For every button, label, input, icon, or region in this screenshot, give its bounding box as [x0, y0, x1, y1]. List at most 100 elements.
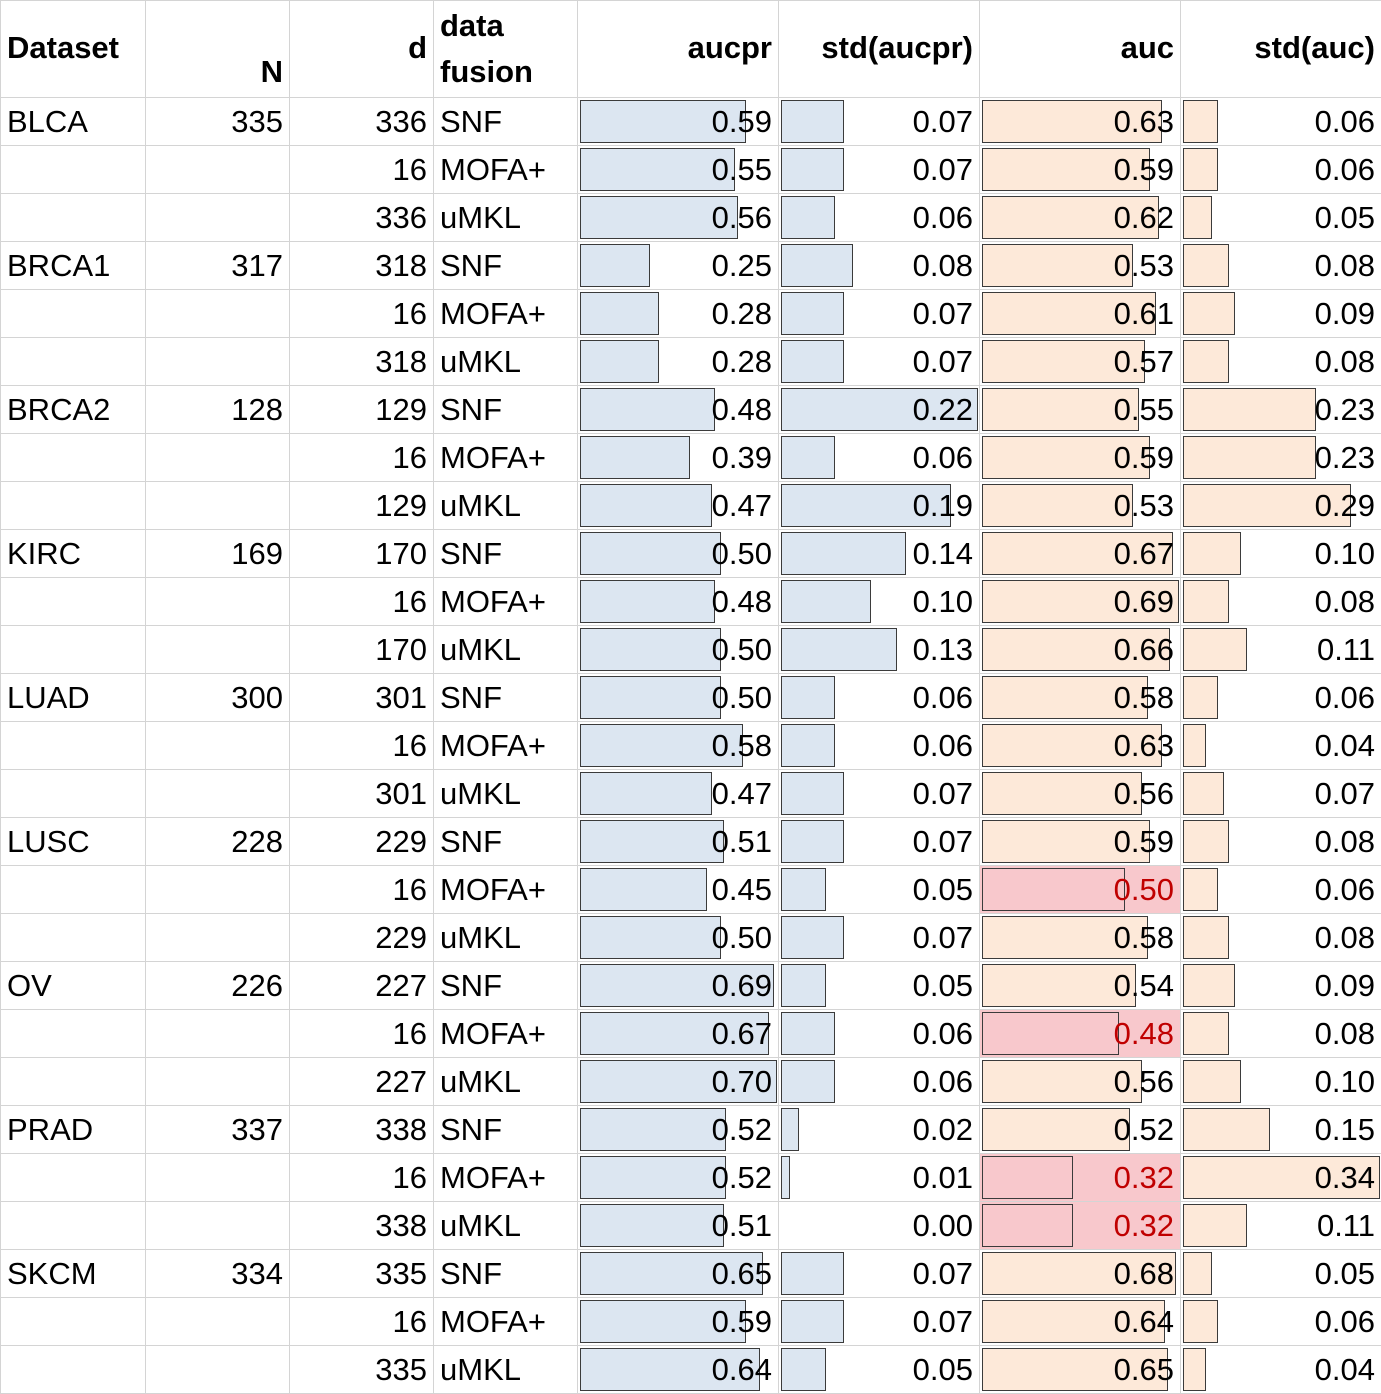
cell-data-fusion: SNF [434, 1106, 578, 1154]
aucpr-value: 0.59 [712, 1304, 772, 1339]
std-auc-data-bar [1183, 676, 1218, 719]
std-aucpr-value: 0.10 [913, 584, 973, 619]
cell-dataset: LUAD [1, 674, 146, 722]
aucpr-value: 0.48 [712, 392, 772, 427]
cell-data-fusion: MOFA+ [434, 578, 578, 626]
cell-n [146, 626, 290, 674]
cell-d: 336 [290, 98, 434, 146]
std-aucpr-value: 0.07 [913, 296, 973, 331]
cell-data-fusion: MOFA+ [434, 1298, 578, 1346]
cell-auc: 0.59 [980, 146, 1181, 194]
std-aucpr-data-bar [781, 244, 853, 287]
std-auc-value: 0.05 [1315, 200, 1375, 235]
cell-aucpr: 0.56 [578, 194, 779, 242]
cell-auc: 0.55 [980, 386, 1181, 434]
std-auc-data-bar [1183, 1252, 1212, 1295]
std-aucpr-value: 0.05 [913, 872, 973, 907]
cell-n [146, 146, 290, 194]
cell-n [146, 1298, 290, 1346]
std-auc-value: 0.08 [1315, 1016, 1375, 1051]
cell-aucpr: 0.45 [578, 866, 779, 914]
std-aucpr-value: 0.05 [913, 1352, 973, 1387]
std-aucpr-value: 0.07 [913, 1304, 973, 1339]
cell-n: 226 [146, 962, 290, 1010]
std-auc-value: 0.23 [1315, 440, 1375, 475]
cell-n [146, 770, 290, 818]
std-aucpr-data-bar [781, 724, 835, 767]
cell-data-fusion: SNF [434, 818, 578, 866]
cell-std-aucpr: 0.07 [779, 818, 980, 866]
cell-auc: 0.59 [980, 818, 1181, 866]
std-auc-value: 0.23 [1315, 392, 1375, 427]
std-aucpr-value: 0.06 [913, 200, 973, 235]
cell-auc: 0.64 [980, 1298, 1181, 1346]
std-auc-value: 0.34 [1315, 1160, 1375, 1195]
std-auc-data-bar [1183, 340, 1229, 383]
aucpr-value: 0.45 [712, 872, 772, 907]
cell-std-auc: 0.23 [1181, 386, 1381, 434]
cell-auc: 0.65 [980, 1346, 1181, 1394]
std-auc-data-bar [1183, 1204, 1247, 1247]
aucpr-value: 0.51 [712, 1208, 772, 1243]
cell-aucpr: 0.48 [578, 578, 779, 626]
cell-std-aucpr: 0.08 [779, 242, 980, 290]
cell-std-auc: 0.10 [1181, 530, 1381, 578]
std-aucpr-value: 0.05 [913, 968, 973, 1003]
cell-data-fusion: MOFA+ [434, 1154, 578, 1202]
std-aucpr-value: 0.14 [913, 536, 973, 571]
cell-n [146, 194, 290, 242]
cell-n [146, 1346, 290, 1394]
auc-data-bar [982, 244, 1133, 287]
std-auc-value: 0.08 [1315, 920, 1375, 955]
cell-std-aucpr: 0.06 [779, 434, 980, 482]
cell-aucpr: 0.55 [578, 146, 779, 194]
cell-aucpr: 0.50 [578, 530, 779, 578]
std-aucpr-data-bar [781, 580, 871, 623]
std-aucpr-data-bar [781, 1252, 844, 1295]
std-aucpr-data-bar [781, 820, 844, 863]
std-auc-data-bar [1183, 100, 1218, 143]
aucpr-data-bar [580, 868, 707, 911]
aucpr-value: 0.52 [712, 1112, 772, 1147]
aucpr-data-bar [580, 1108, 726, 1151]
cell-d: 227 [290, 962, 434, 1010]
cell-std-auc: 0.08 [1181, 242, 1381, 290]
std-aucpr-data-bar [781, 1156, 790, 1199]
cell-dataset [1, 290, 146, 338]
aucpr-value: 0.47 [712, 488, 772, 523]
std-auc-data-bar [1183, 1060, 1241, 1103]
auc-value: 0.54 [1114, 968, 1174, 1003]
aucpr-value: 0.51 [712, 824, 772, 859]
cell-std-aucpr: 0.19 [779, 482, 980, 530]
cell-std-aucpr: 0.06 [779, 674, 980, 722]
aucpr-data-bar [580, 772, 712, 815]
cell-auc: 0.52 [980, 1106, 1181, 1154]
cell-std-aucpr: 0.07 [779, 146, 980, 194]
aucpr-value: 0.48 [712, 584, 772, 619]
auc-value: 0.63 [1114, 728, 1174, 763]
cell-d: 301 [290, 770, 434, 818]
cell-std-auc: 0.08 [1181, 818, 1381, 866]
cell-std-aucpr: 0.14 [779, 530, 980, 578]
cell-aucpr: 0.69 [578, 962, 779, 1010]
std-auc-data-bar [1183, 1348, 1206, 1391]
aucpr-data-bar [580, 580, 715, 623]
std-aucpr-value: 0.06 [913, 728, 973, 763]
cell-auc: 0.53 [980, 482, 1181, 530]
cell-dataset [1, 338, 146, 386]
auc-value: 0.32 [1114, 1208, 1174, 1243]
cell-data-fusion: uMKL [434, 482, 578, 530]
cell-d: 301 [290, 674, 434, 722]
cell-auc: 0.61 [980, 290, 1181, 338]
cell-dataset [1, 1298, 146, 1346]
std-auc-data-bar [1183, 292, 1235, 335]
